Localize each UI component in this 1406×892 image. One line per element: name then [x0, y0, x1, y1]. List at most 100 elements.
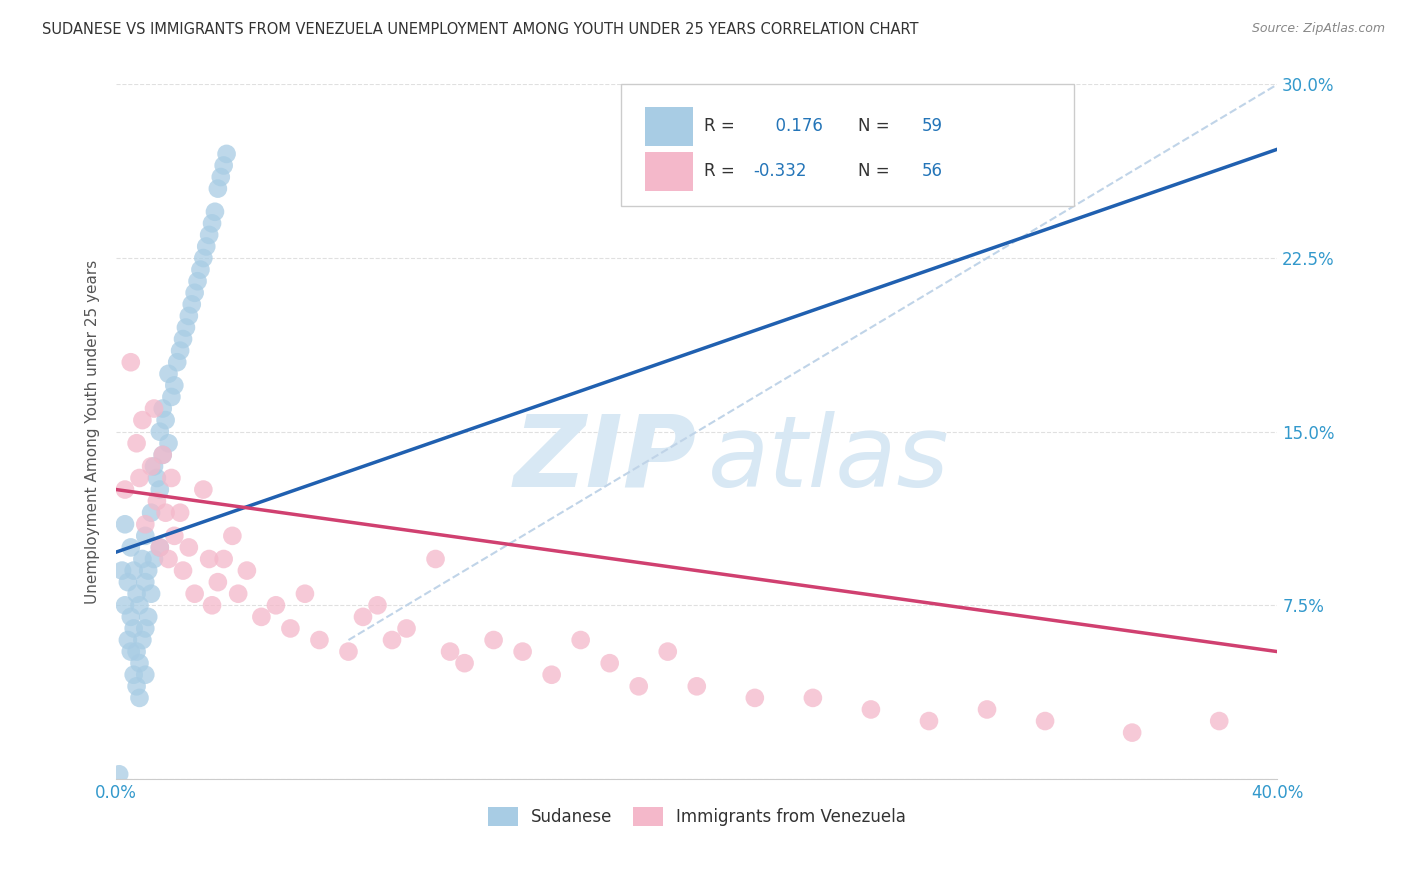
Point: [186, 274, 208, 288]
Point: [152, 448, 174, 462]
Point: [294, 587, 316, 601]
Point: [157, 436, 180, 450]
Point: [155, 506, 177, 520]
Point: [976, 702, 998, 716]
Point: [125, 436, 148, 450]
Text: Source: ZipAtlas.com: Source: ZipAtlas.com: [1251, 22, 1385, 36]
Point: [918, 714, 941, 728]
Point: [801, 690, 824, 705]
Point: [212, 158, 235, 172]
Point: [120, 610, 142, 624]
Text: N =: N =: [858, 117, 890, 135]
Point: [172, 564, 194, 578]
Point: [163, 529, 186, 543]
Point: [177, 541, 200, 555]
Point: [1121, 725, 1143, 739]
Point: [125, 587, 148, 601]
Text: R =: R =: [704, 162, 734, 180]
Point: [131, 413, 153, 427]
Point: [657, 644, 679, 658]
Point: [236, 564, 259, 578]
Point: [134, 622, 156, 636]
Legend: Sudanese, Immigrants from Venezuela: Sudanese, Immigrants from Venezuela: [481, 800, 912, 833]
Point: [139, 587, 162, 601]
Point: [117, 633, 139, 648]
Point: [599, 656, 621, 670]
Point: [160, 390, 183, 404]
Point: [859, 702, 882, 716]
Point: [131, 633, 153, 648]
Point: [221, 529, 243, 543]
Point: [337, 644, 360, 658]
Text: 59: 59: [922, 117, 943, 135]
Point: [139, 506, 162, 520]
Text: -0.332: -0.332: [754, 162, 807, 180]
Point: [190, 262, 212, 277]
Point: [201, 216, 224, 230]
Point: [131, 552, 153, 566]
Point: [195, 239, 218, 253]
Point: [193, 251, 215, 265]
Point: [122, 622, 145, 636]
Point: [395, 622, 418, 636]
Point: [139, 459, 162, 474]
Point: [134, 667, 156, 681]
Point: [136, 564, 159, 578]
Point: [117, 575, 139, 590]
Point: [352, 610, 374, 624]
Point: [201, 599, 224, 613]
Point: [122, 564, 145, 578]
Text: R =: R =: [704, 117, 734, 135]
Point: [149, 541, 172, 555]
Point: [744, 690, 766, 705]
Point: [149, 483, 172, 497]
Point: [166, 355, 188, 369]
Point: [627, 679, 650, 693]
Point: [134, 529, 156, 543]
Point: [114, 517, 136, 532]
Point: [108, 767, 131, 781]
FancyBboxPatch shape: [644, 107, 693, 145]
Point: [134, 575, 156, 590]
Point: [686, 679, 709, 693]
Point: [204, 204, 226, 219]
Point: [366, 599, 388, 613]
Point: [183, 587, 205, 601]
Text: ZIP: ZIP: [513, 411, 697, 508]
Point: [308, 633, 330, 648]
Point: [174, 320, 197, 334]
Point: [120, 541, 142, 555]
Y-axis label: Unemployment Among Youth under 25 years: Unemployment Among Youth under 25 years: [86, 260, 100, 604]
Point: [226, 587, 249, 601]
Point: [157, 367, 180, 381]
Point: [198, 227, 221, 242]
Text: N =: N =: [858, 162, 890, 180]
Point: [111, 564, 134, 578]
Point: [172, 332, 194, 346]
Point: [152, 401, 174, 416]
Point: [114, 599, 136, 613]
Point: [146, 471, 169, 485]
Point: [149, 425, 172, 439]
Point: [125, 644, 148, 658]
Point: [1208, 714, 1230, 728]
Point: [122, 667, 145, 681]
Text: 56: 56: [922, 162, 943, 180]
Point: [143, 459, 166, 474]
Point: [1033, 714, 1056, 728]
Text: atlas: atlas: [709, 411, 950, 508]
Point: [128, 471, 150, 485]
Point: [207, 181, 229, 195]
Point: [215, 147, 238, 161]
Point: [569, 633, 592, 648]
Point: [128, 656, 150, 670]
Point: [169, 343, 191, 358]
Point: [280, 622, 302, 636]
Point: [128, 690, 150, 705]
Point: [193, 483, 215, 497]
Point: [209, 169, 232, 184]
Point: [540, 667, 562, 681]
Point: [143, 552, 166, 566]
Point: [512, 644, 534, 658]
Point: [180, 297, 202, 311]
